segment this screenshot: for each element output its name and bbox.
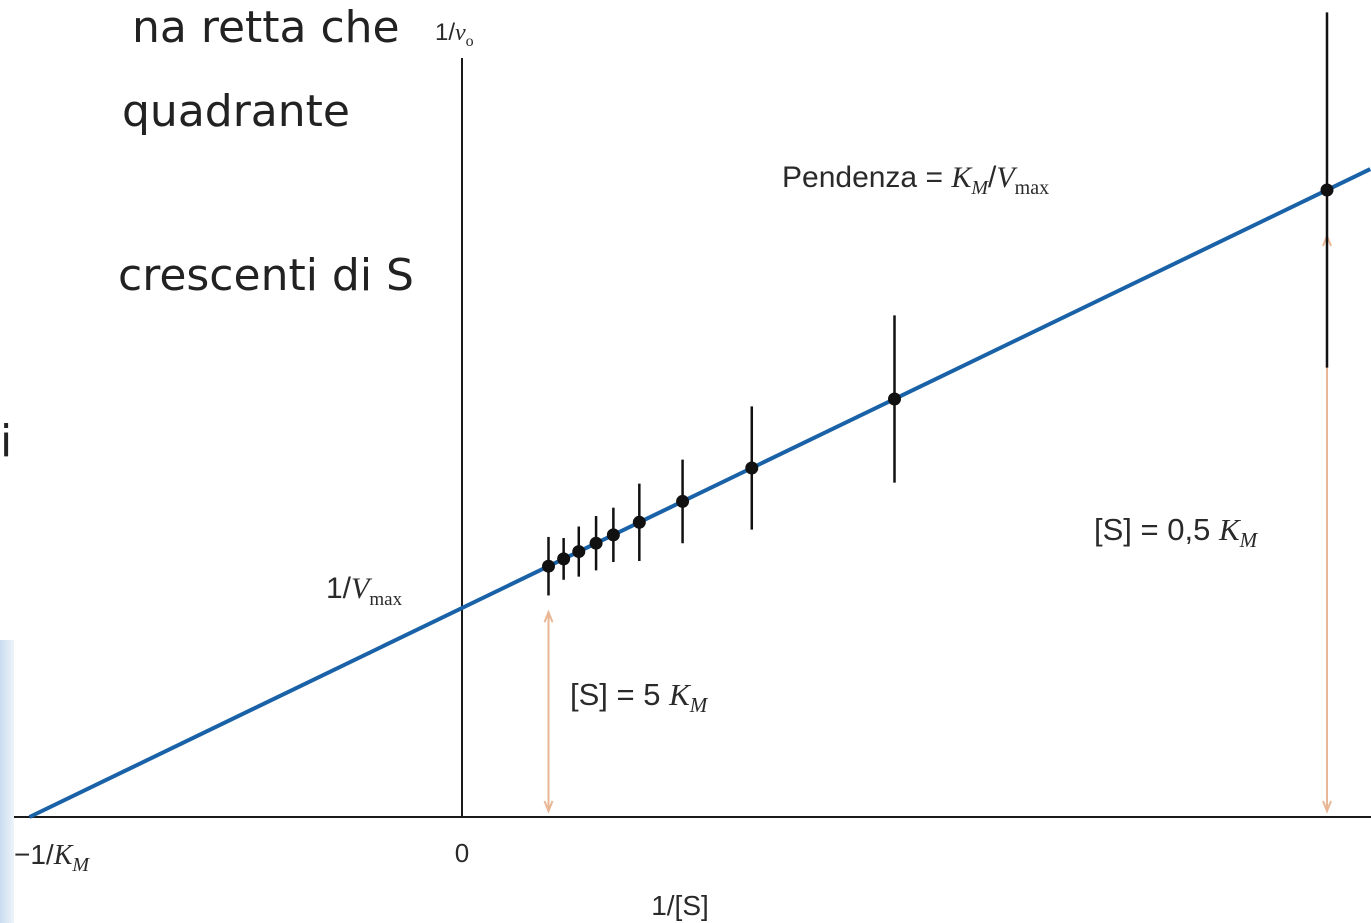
- slope-slash: /: [988, 161, 997, 194]
- arrow-high-substrate-head-top: [543, 609, 554, 623]
- data-point-7: [676, 494, 690, 508]
- x-intercept-prefix: −1/: [14, 839, 54, 870]
- y-intercept-sub: max: [369, 589, 402, 610]
- high-substrate-annotation: [S] = 5 KM: [570, 677, 709, 717]
- data-points: [542, 12, 1334, 596]
- data-point-9: [888, 392, 901, 406]
- slide-text-line-4: i: [0, 416, 13, 467]
- y-axis-label-v: v: [455, 20, 466, 46]
- y-intercept-prefix: 1/: [326, 572, 352, 605]
- low-substrate-k: K: [1218, 512, 1242, 547]
- data-point-1: [542, 559, 555, 573]
- low-substrate-sub: M: [1239, 528, 1259, 552]
- x-intercept-label: −1/KM: [14, 839, 90, 876]
- data-point-2: [557, 552, 571, 566]
- data-point-3: [572, 545, 586, 559]
- high-substrate-sub: M: [689, 693, 709, 717]
- low-substrate-annotation: [S] = 0,5 KM: [1094, 512, 1259, 552]
- axes: [14, 58, 1371, 818]
- regression-line: [28, 167, 1371, 819]
- y-intercept-v: V: [351, 572, 373, 605]
- slope-v: V: [996, 161, 1018, 194]
- low-substrate-text: [S] = 0,5: [1094, 512, 1219, 547]
- lineweaver-burk-line: [28, 167, 1371, 819]
- high-substrate-text: [S] = 5: [570, 677, 669, 712]
- slide-text-line-2: quadrante: [122, 86, 350, 137]
- data-point-4: [589, 536, 603, 550]
- data-point-6: [632, 515, 646, 529]
- slope-k-sub: M: [970, 177, 989, 199]
- x-axis-label: 1/[S]: [651, 890, 709, 921]
- slope-annotation: Pendenza = KM/Vmax: [782, 161, 1049, 199]
- y-axis-label-prefix: 1/: [435, 19, 455, 46]
- slope-v-sub: max: [1015, 177, 1049, 199]
- slope-k: K: [950, 161, 973, 194]
- data-point-5: [606, 528, 620, 542]
- arrow-high-substrate-head-bottom: [543, 800, 554, 814]
- x-axis-origin-label: 0: [455, 838, 469, 868]
- y-axis-label: 1/vo: [435, 19, 474, 50]
- data-point-10: [1320, 183, 1334, 197]
- left-edge-decoration: [0, 640, 14, 923]
- data-point-8: [745, 461, 759, 475]
- slide-text-line-1: na retta che: [132, 2, 400, 53]
- y-axis-label-sub: o: [466, 33, 474, 50]
- y-intercept-label: 1/Vmax: [326, 572, 403, 610]
- slope-text: Pendenza =: [782, 161, 951, 194]
- slide-text-line-3: crescenti di S: [118, 250, 414, 301]
- high-substrate-k: K: [668, 677, 692, 712]
- x-intercept-sub: M: [71, 854, 90, 876]
- x-intercept-k: K: [53, 840, 74, 871]
- arrow-low-substrate-head-bottom: [1322, 800, 1332, 814]
